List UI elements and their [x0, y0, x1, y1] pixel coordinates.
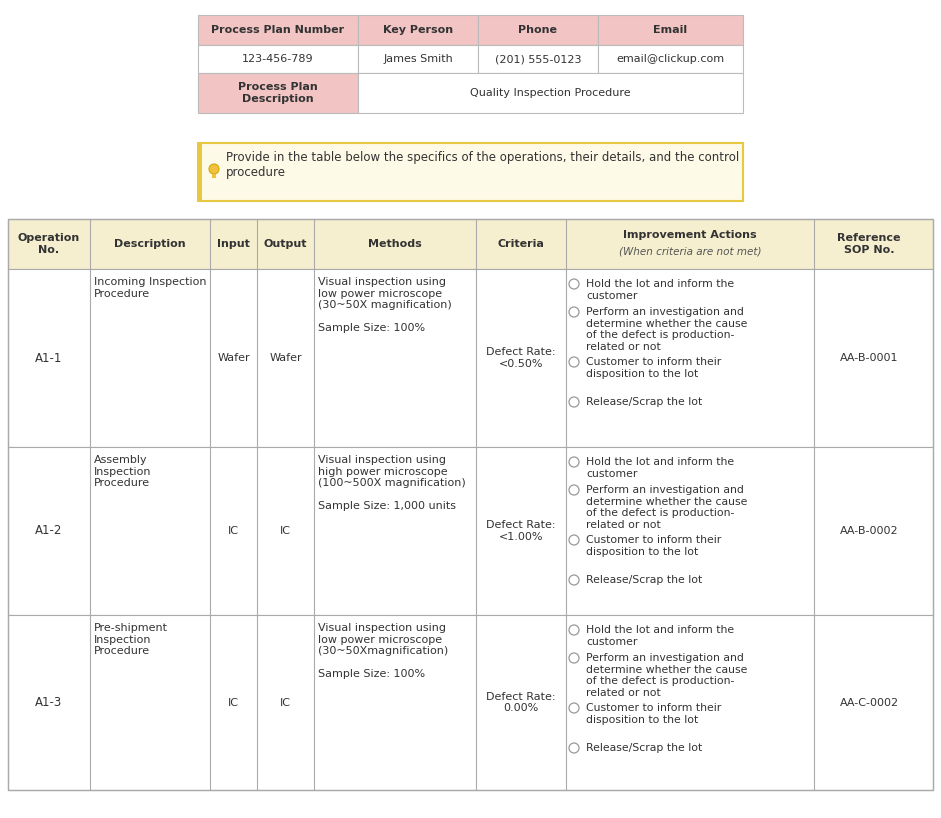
Text: Methods: Methods — [368, 239, 422, 249]
Bar — [8, 269, 933, 447]
Text: Description: Description — [114, 239, 185, 249]
Text: Process Plan Number: Process Plan Number — [212, 25, 344, 35]
Bar — [358, 73, 743, 113]
Text: Criteria: Criteria — [498, 239, 545, 249]
Text: Input: Input — [217, 239, 250, 249]
Text: IC: IC — [280, 526, 291, 536]
Text: Pre-shipment
Inspection
Procedure: Pre-shipment Inspection Procedure — [94, 623, 168, 656]
Text: A1-1: A1-1 — [36, 352, 63, 365]
Bar — [598, 15, 743, 45]
Text: A1-2: A1-2 — [36, 524, 63, 537]
Text: Hold the lot and inform the
customer: Hold the lot and inform the customer — [586, 457, 734, 479]
Text: Perform an investigation and
determine whether the cause
of the defect is produc: Perform an investigation and determine w… — [586, 307, 747, 352]
Text: (201) 555-0123: (201) 555-0123 — [495, 54, 582, 64]
Bar — [8, 219, 933, 790]
Text: Quality Inspection Procedure: Quality Inspection Procedure — [470, 88, 630, 98]
Circle shape — [569, 653, 579, 663]
Text: Release/Scrap the lot: Release/Scrap the lot — [586, 397, 702, 407]
Text: Defect Rate:
0.00%: Defect Rate: 0.00% — [486, 692, 556, 713]
Circle shape — [569, 625, 579, 635]
Text: Phone: Phone — [518, 25, 557, 35]
Text: Defect Rate:
<0.50%: Defect Rate: <0.50% — [486, 347, 556, 369]
Circle shape — [569, 357, 579, 367]
Bar — [198, 73, 358, 113]
Text: Release/Scrap the lot: Release/Scrap the lot — [586, 743, 702, 753]
Text: AA-C-0002: AA-C-0002 — [839, 698, 899, 708]
Text: Improvement Actions: Improvement Actions — [623, 230, 757, 240]
Text: Operation
No.: Operation No. — [18, 233, 80, 254]
Circle shape — [209, 164, 219, 174]
Text: (When criteria are not met): (When criteria are not met) — [619, 247, 761, 257]
Text: Hold the lot and inform the
customer: Hold the lot and inform the customer — [586, 279, 734, 300]
Text: Email: Email — [653, 25, 688, 35]
Circle shape — [569, 743, 579, 753]
Text: Customer to inform their
disposition to the lot: Customer to inform their disposition to … — [586, 703, 721, 725]
Text: Defect Rate:
<1.00%: Defect Rate: <1.00% — [486, 520, 556, 542]
Text: Visual inspection using
high power microscope
(100~500X magnification)

Sample S: Visual inspection using high power micro… — [318, 455, 466, 511]
Bar — [478, 15, 598, 45]
Bar — [198, 15, 358, 45]
Text: Output: Output — [263, 239, 308, 249]
Bar — [598, 45, 743, 73]
Bar — [198, 143, 743, 201]
Text: Wafer: Wafer — [269, 353, 302, 363]
Text: IC: IC — [280, 698, 291, 708]
Text: Release/Scrap the lot: Release/Scrap the lot — [586, 575, 702, 585]
Circle shape — [569, 457, 579, 467]
Text: 123-456-789: 123-456-789 — [242, 54, 313, 64]
Text: AA-B-0002: AA-B-0002 — [839, 526, 899, 536]
Text: IC: IC — [228, 698, 239, 708]
Text: James Smith: James Smith — [383, 54, 453, 64]
Text: Process Plan
Description: Process Plan Description — [238, 82, 318, 104]
Circle shape — [569, 575, 579, 585]
Circle shape — [569, 485, 579, 495]
Circle shape — [569, 279, 579, 289]
Bar — [198, 45, 358, 73]
Text: AA-B-0001: AA-B-0001 — [839, 353, 899, 363]
Circle shape — [569, 535, 579, 545]
Bar — [198, 143, 202, 201]
Text: Hold the lot and inform the
customer: Hold the lot and inform the customer — [586, 625, 734, 646]
Text: Perform an investigation and
determine whether the cause
of the defect is produc: Perform an investigation and determine w… — [586, 485, 747, 530]
Text: email@clickup.com: email@clickup.com — [616, 54, 725, 64]
Text: Wafer: Wafer — [217, 353, 249, 363]
Circle shape — [569, 397, 579, 407]
Bar — [212, 174, 216, 178]
Circle shape — [569, 703, 579, 713]
Bar — [478, 45, 598, 73]
Text: Provide in the table below the specifics of the operations, their details, and t: Provide in the table below the specifics… — [226, 151, 740, 179]
Bar — [8, 447, 933, 615]
Text: Reference
SOP No.: Reference SOP No. — [837, 233, 901, 254]
Text: IC: IC — [228, 526, 239, 536]
Text: Perform an investigation and
determine whether the cause
of the defect is produc: Perform an investigation and determine w… — [586, 653, 747, 698]
Text: Key Person: Key Person — [383, 25, 453, 35]
Text: Customer to inform their
disposition to the lot: Customer to inform their disposition to … — [586, 535, 721, 556]
Text: Visual inspection using
low power microscope
(30~50Xmagnification)

Sample Size:: Visual inspection using low power micros… — [318, 623, 448, 680]
Bar — [358, 15, 478, 45]
Text: Incoming Inspection
Procedure: Incoming Inspection Procedure — [94, 277, 206, 299]
Text: Visual inspection using
low power microscope
(30~50X magnification)

Sample Size: Visual inspection using low power micros… — [318, 277, 452, 334]
Text: Customer to inform their
disposition to the lot: Customer to inform their disposition to … — [586, 357, 721, 379]
Text: Assembly
Inspection
Procedure: Assembly Inspection Procedure — [94, 455, 152, 488]
Text: A1-3: A1-3 — [36, 696, 63, 709]
Bar — [8, 615, 933, 790]
Bar — [358, 45, 478, 73]
Circle shape — [569, 307, 579, 317]
Bar — [8, 219, 933, 269]
